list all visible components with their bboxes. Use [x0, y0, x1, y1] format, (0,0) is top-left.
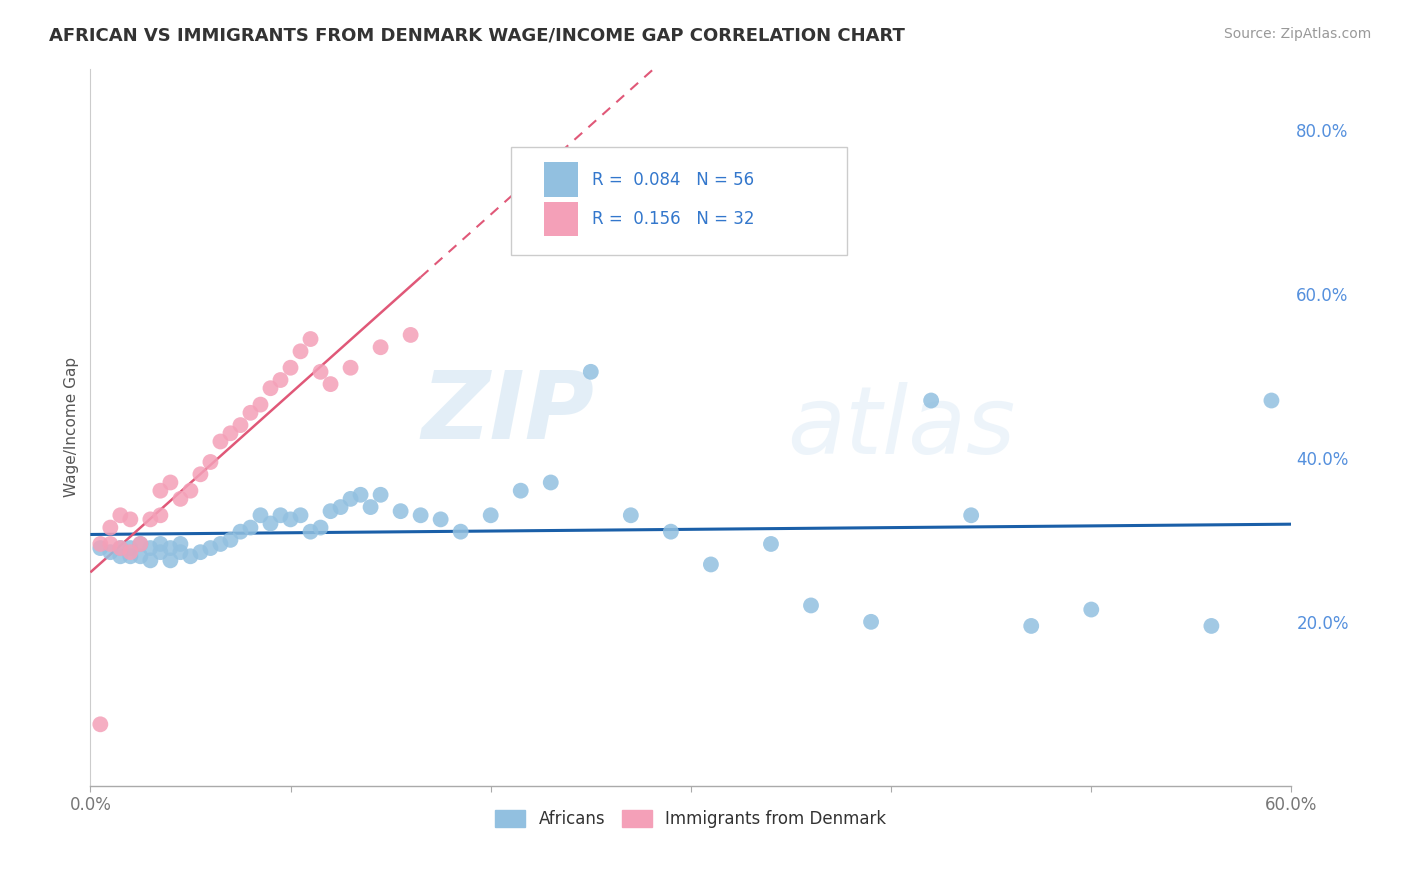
Point [290, 508, 312, 523]
Point [329, 500, 352, 514]
Point [149, 508, 172, 523]
Point [89, 537, 111, 551]
Point [190, 545, 212, 559]
Text: AFRICAN VS IMMIGRANTS FROM DENMARK WAGE/INCOME GAP CORRELATION CHART: AFRICAN VS IMMIGRANTS FROM DENMARK WAGE/… [49, 27, 905, 45]
Point [120, 541, 142, 555]
Y-axis label: Wage/Income Gap: Wage/Income Gap [65, 357, 79, 497]
Point [120, 545, 142, 559]
Point [860, 615, 883, 629]
Point [169, 537, 191, 551]
Bar [544, 202, 578, 236]
Point [169, 545, 191, 559]
Point [759, 537, 782, 551]
Point [159, 541, 181, 555]
Point [540, 475, 562, 490]
Point [179, 483, 201, 498]
Point [239, 520, 262, 534]
Point [129, 537, 152, 551]
Text: ZIP: ZIP [422, 367, 595, 458]
Point [229, 524, 252, 539]
Point [800, 599, 823, 613]
Point [960, 508, 983, 523]
Point [299, 524, 322, 539]
Point [659, 524, 682, 539]
Legend: Africans, Immigrants from Denmark: Africans, Immigrants from Denmark [489, 804, 893, 835]
Text: R =  0.156   N = 32: R = 0.156 N = 32 [592, 211, 755, 228]
Point [249, 398, 271, 412]
Point [259, 516, 281, 531]
Point [370, 488, 392, 502]
Point [339, 491, 361, 506]
Point [200, 541, 222, 555]
Point [98, 545, 121, 559]
Point [259, 381, 281, 395]
Point [579, 365, 602, 379]
Point [149, 483, 172, 498]
Point [280, 512, 302, 526]
Point [139, 512, 162, 526]
Point [89, 541, 111, 555]
Point [349, 488, 371, 502]
Text: R =  0.084   N = 56: R = 0.084 N = 56 [592, 170, 755, 189]
Point [110, 541, 132, 555]
Point [319, 504, 342, 518]
Point [139, 553, 162, 567]
Point [89, 717, 111, 731]
Point [450, 524, 472, 539]
Point [399, 327, 422, 342]
Point [479, 508, 502, 523]
Point [360, 500, 382, 514]
Point [1080, 602, 1102, 616]
Point [270, 373, 292, 387]
Point [110, 541, 132, 555]
FancyBboxPatch shape [510, 147, 846, 255]
Point [139, 541, 162, 555]
Point [280, 360, 302, 375]
Point [319, 377, 342, 392]
Point [239, 406, 262, 420]
Point [129, 549, 152, 564]
Point [249, 508, 271, 523]
Point [110, 549, 132, 564]
Point [219, 533, 242, 547]
Point [209, 434, 232, 449]
Point [149, 545, 172, 559]
Point [110, 508, 132, 523]
Point [309, 365, 332, 379]
Point [229, 418, 252, 433]
Point [159, 553, 181, 567]
Point [129, 537, 152, 551]
Point [98, 537, 121, 551]
Point [509, 483, 531, 498]
Point [169, 491, 191, 506]
Point [299, 332, 322, 346]
Text: atlas: atlas [787, 382, 1015, 473]
Text: Source: ZipAtlas.com: Source: ZipAtlas.com [1223, 27, 1371, 41]
Point [339, 360, 361, 375]
Point [200, 455, 222, 469]
Point [219, 426, 242, 441]
Point [370, 340, 392, 354]
Point [1260, 393, 1282, 408]
Bar [544, 162, 578, 197]
Point [1019, 619, 1042, 633]
Point [98, 520, 121, 534]
Point [620, 508, 643, 523]
Point [149, 537, 172, 551]
Point [1201, 619, 1223, 633]
Point [920, 393, 942, 408]
Point [409, 508, 432, 523]
Point [700, 558, 723, 572]
Point [290, 344, 312, 359]
Point [179, 549, 201, 564]
Point [389, 504, 412, 518]
Point [270, 508, 292, 523]
Point [190, 467, 212, 482]
Point [120, 549, 142, 564]
Point [209, 537, 232, 551]
Point [159, 475, 181, 490]
Point [429, 512, 451, 526]
Point [309, 520, 332, 534]
Point [120, 512, 142, 526]
